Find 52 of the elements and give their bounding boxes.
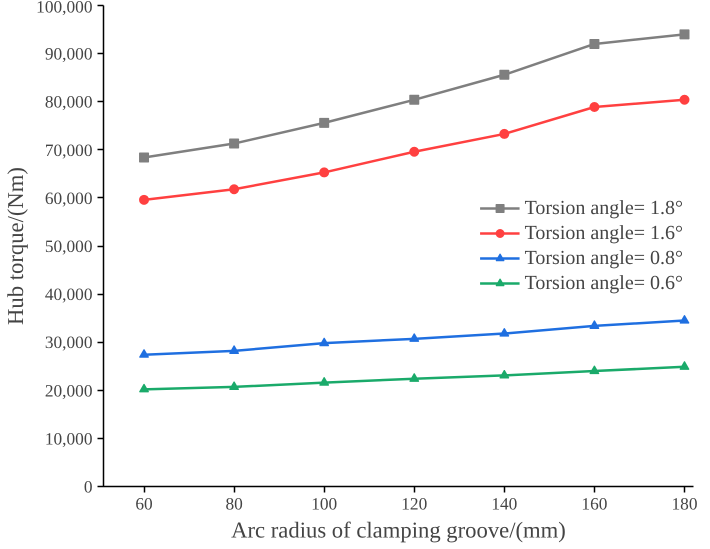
legend-label: Torsion angle= 1.8° (524, 196, 683, 220)
point (499, 328, 510, 337)
point (319, 376, 330, 386)
point (139, 349, 150, 358)
point (499, 70, 510, 80)
y-tick-label: 50,000 (44, 237, 93, 256)
point (589, 320, 600, 329)
x-axis-title: Arc radius of clamping groove/(mm) (231, 518, 566, 542)
point (319, 118, 330, 128)
point (319, 167, 330, 178)
y-tick-label: 80,000 (44, 92, 93, 112)
y-tick-label: 100,000 (36, 0, 93, 16)
point (229, 345, 240, 354)
point (409, 373, 420, 382)
point (229, 138, 240, 149)
x-tick-label: 120 (401, 494, 428, 514)
x-tick-label: 140 (491, 494, 518, 514)
y-tick-label: 10,000 (44, 429, 93, 448)
y-tick-label: 60,000 (44, 188, 93, 208)
legend-label: Torsion angle= 0.6° (524, 272, 683, 294)
point (319, 337, 330, 346)
point (499, 370, 510, 378)
point (229, 184, 240, 194)
x-tick-label: 60 (135, 494, 153, 514)
legend-label: Torsion angle= 1.6° (524, 222, 683, 244)
x-tick-label: 160 (581, 494, 608, 514)
point (679, 314, 690, 324)
y-tick-label: 20,000 (44, 381, 93, 400)
point (679, 29, 690, 40)
point (139, 384, 150, 392)
point (139, 194, 150, 205)
point (589, 365, 600, 374)
point (679, 361, 690, 370)
point (229, 381, 240, 390)
point (139, 152, 150, 162)
point (499, 128, 510, 139)
point (409, 94, 420, 105)
point (589, 102, 600, 112)
y-tick-label: 30,000 (44, 333, 93, 352)
y-tick-label: 0 (84, 478, 93, 496)
y-axis-title: Hub torque/(Nm) (3, 167, 28, 325)
point (409, 146, 420, 157)
y-tick-label: 90,000 (44, 44, 93, 64)
x-tick-label: 80 (225, 494, 243, 514)
x-tick-label: 100 (311, 494, 338, 514)
point (589, 38, 600, 49)
point (409, 333, 420, 342)
legend-label: Torsion angle= 0.8° (524, 246, 683, 270)
x-tick-label: 180 (671, 494, 698, 514)
y-tick-label: 40,000 (44, 285, 93, 304)
point (679, 94, 690, 105)
y-tick-label: 70,000 (44, 140, 93, 160)
